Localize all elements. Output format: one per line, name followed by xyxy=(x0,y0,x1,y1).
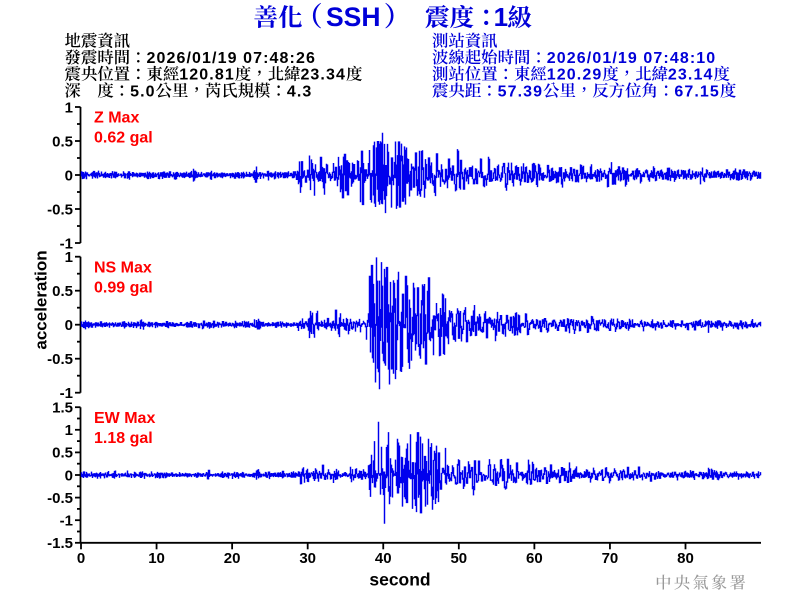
svg-text:-1.5: -1.5 xyxy=(47,535,73,552)
svg-text:0: 0 xyxy=(77,550,85,567)
svg-text:2026/01/19 07:48:10: 2026/01/19 07:48:10 xyxy=(547,50,716,67)
svg-text:30: 30 xyxy=(299,550,316,567)
svg-text:70: 70 xyxy=(602,550,619,567)
svg-text:-1: -1 xyxy=(60,385,73,402)
svg-text:EW Max: EW Max xyxy=(94,410,155,427)
svg-text:1.18 gal: 1.18 gal xyxy=(94,430,153,447)
svg-text:-1: -1 xyxy=(60,235,73,252)
svg-text:50: 50 xyxy=(450,550,467,567)
svg-text:0: 0 xyxy=(65,467,73,484)
svg-text:0.5: 0.5 xyxy=(52,133,73,150)
svg-text:120.81: 120.81 xyxy=(179,67,235,84)
svg-text:NS Max: NS Max xyxy=(94,259,152,276)
svg-text:second: second xyxy=(369,570,430,590)
svg-text:57.39: 57.39 xyxy=(498,83,544,100)
svg-text:SSH: SSH xyxy=(326,2,381,32)
svg-text:23.14: 23.14 xyxy=(668,67,714,84)
svg-text:120.29: 120.29 xyxy=(547,67,603,84)
svg-text:0.99 gal: 0.99 gal xyxy=(94,279,153,296)
svg-text:60: 60 xyxy=(526,550,543,567)
svg-text:-1: -1 xyxy=(60,513,73,530)
svg-text:23.34: 23.34 xyxy=(300,67,346,84)
svg-text:-0.5: -0.5 xyxy=(47,201,73,218)
svg-text:10: 10 xyxy=(148,550,165,567)
svg-text:Z Max: Z Max xyxy=(94,110,139,127)
svg-text:80: 80 xyxy=(677,550,694,567)
svg-text:5.0: 5.0 xyxy=(130,83,156,100)
svg-text:acceleration: acceleration xyxy=(32,250,51,349)
svg-text:1: 1 xyxy=(494,2,508,32)
svg-text:20: 20 xyxy=(224,550,241,567)
svg-text:-0.5: -0.5 xyxy=(47,351,73,368)
svg-text:1: 1 xyxy=(65,422,73,439)
svg-text:67.15: 67.15 xyxy=(674,83,720,100)
svg-text:-0.5: -0.5 xyxy=(47,490,73,507)
svg-text:1: 1 xyxy=(65,99,73,116)
svg-text:0.5: 0.5 xyxy=(52,445,73,462)
svg-text:40: 40 xyxy=(375,550,392,567)
svg-text:1: 1 xyxy=(65,249,73,266)
svg-text:0: 0 xyxy=(65,167,73,184)
svg-text:4.3: 4.3 xyxy=(287,83,313,100)
svg-text:2026/01/19 07:48:26: 2026/01/19 07:48:26 xyxy=(147,50,316,67)
svg-text:0.62 gal: 0.62 gal xyxy=(94,130,153,147)
svg-text:0.5: 0.5 xyxy=(52,283,73,300)
svg-text:1.5: 1.5 xyxy=(52,400,73,417)
svg-text:0: 0 xyxy=(65,317,73,334)
